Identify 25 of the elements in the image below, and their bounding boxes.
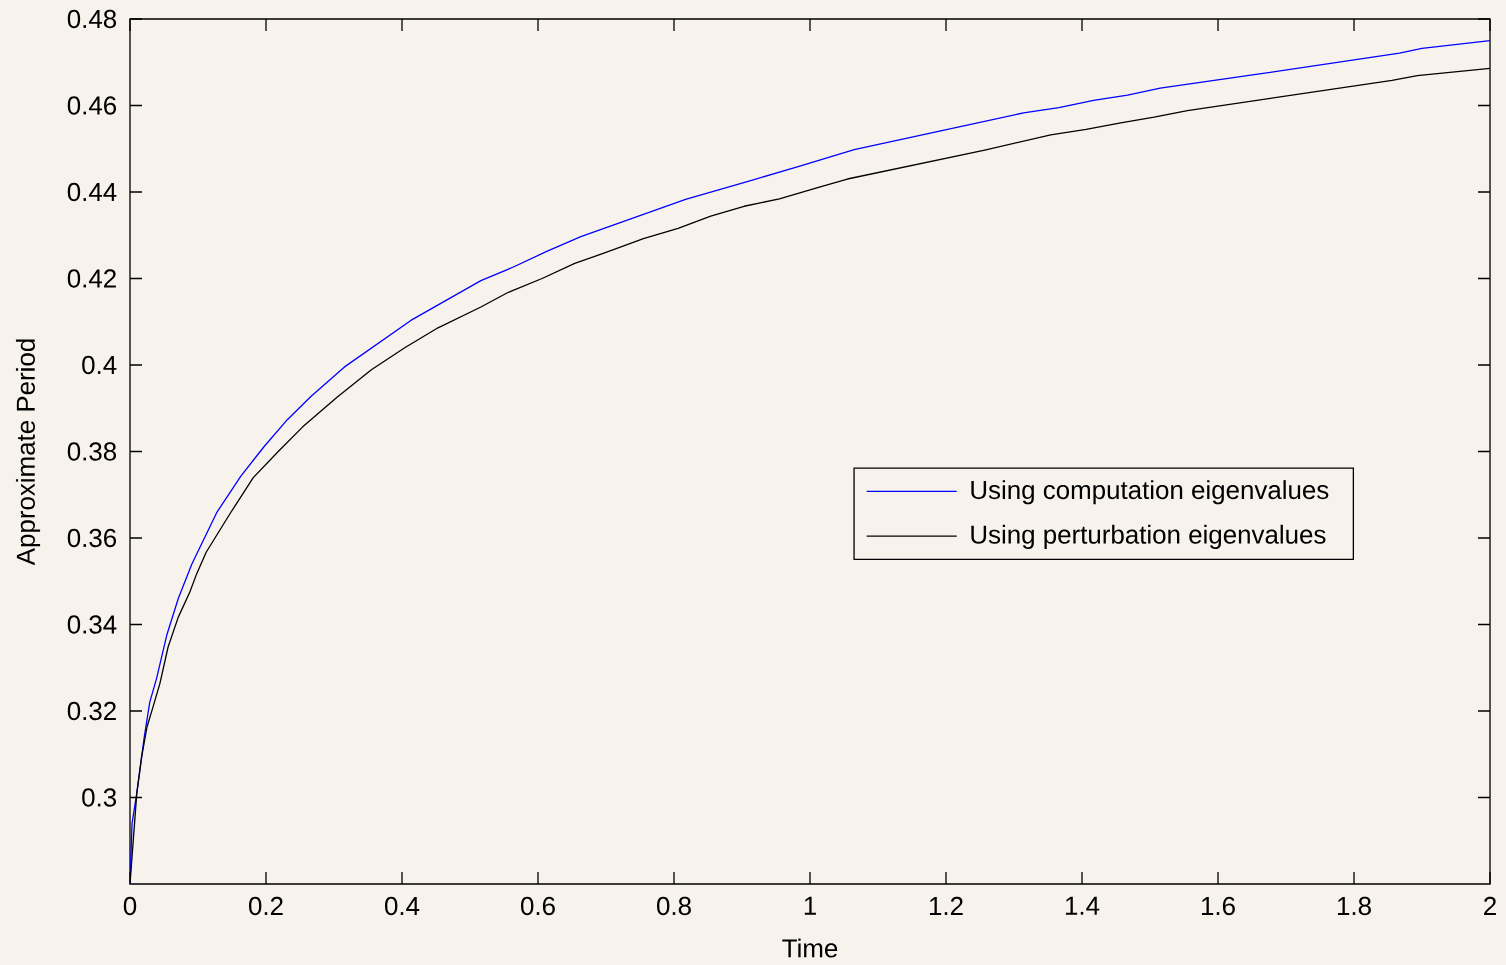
- y-axis-title: Approximate Period: [15, 339, 41, 566]
- legend-label: Using perturbation eigenvalues: [971, 524, 1326, 549]
- x-tick-label: 0: [123, 896, 137, 916]
- y-tick-label: 0.38: [67, 442, 117, 461]
- x-tick-label: 1.6: [1201, 896, 1235, 916]
- x-axis-title: Time: [782, 938, 838, 958]
- x-tick-label: 0.8: [657, 896, 691, 916]
- y-tick-label: 0.4: [82, 355, 117, 375]
- y-tick-label: 0.42: [67, 269, 116, 288]
- x-tick-label: 1.8: [1337, 896, 1371, 916]
- x-tick-label: 1.4: [1065, 896, 1100, 915]
- x-tick-label: 0.2: [249, 896, 283, 916]
- y-tick-label: 0.3: [82, 788, 117, 807]
- x-tick-label: 0.4: [385, 896, 420, 916]
- y-tick-label: 0.48: [67, 9, 117, 29]
- y-tick-label: 0.44: [67, 182, 117, 202]
- y-tick-label: 0.32: [67, 701, 116, 721]
- x-tick-label: 1: [804, 896, 816, 915]
- y-tick-label: 0.46: [67, 96, 117, 115]
- x-tick-label: 0.6: [521, 896, 555, 916]
- legend-label: Using computation eigenvalues: [971, 480, 1329, 505]
- y-tick-label: 0.36: [67, 528, 117, 548]
- y-tick-label: 0.34: [67, 615, 117, 634]
- x-tick-label: 2: [1484, 896, 1496, 915]
- x-tick-label: 1.2: [929, 896, 963, 915]
